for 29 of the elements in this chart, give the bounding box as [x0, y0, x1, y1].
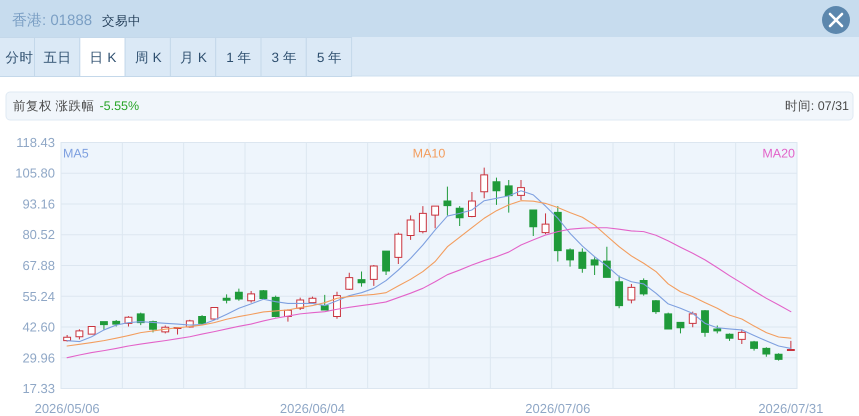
y-tick-label: 118.43 — [16, 135, 55, 150]
tab-label: 5 年 — [316, 50, 342, 65]
tab-label: 1 年 — [226, 50, 252, 65]
legend-item: MA5 — [63, 146, 89, 160]
tab-label: 五日 — [44, 50, 72, 65]
y-tick-label: 29.96 — [22, 350, 55, 366]
y-tick-label: 93.16 — [22, 196, 55, 212]
y-tick-label: 42.60 — [22, 320, 55, 334]
tab-label: 周 K — [134, 50, 162, 65]
y-tick-label: 105.80 — [15, 166, 55, 181]
title: 香港: 01888 — [12, 12, 92, 29]
y-tick-label: 80.52 — [22, 227, 55, 242]
x-tick-label: 2026/06/04 — [280, 401, 345, 416]
x-tick-label: 2026/07/31 — [758, 401, 824, 416]
tab-label: 分时 — [6, 50, 34, 65]
legend-item: MA20 — [762, 146, 795, 160]
x-tick-label: 2026/07/06 — [525, 401, 590, 416]
y-tick-label: 67.88 — [22, 258, 55, 273]
annotation: 前复权 涨跌幅 — [13, 99, 94, 113]
legend-item: MA10 — [412, 146, 446, 160]
tab-label: 月 K — [180, 50, 207, 65]
tab-label: 3 年 — [272, 50, 297, 65]
y-tick-label: 17.33 — [22, 381, 55, 396]
x-tick-label: 2026/05/06 — [34, 401, 100, 416]
y-tick-label: 55.24 — [22, 288, 55, 304]
annotation: 时间: 07/31 — [784, 99, 849, 113]
annotation: -5.55% — [99, 99, 140, 113]
subtitle: 交易中 — [102, 14, 142, 28]
tab-label: 日 K — [90, 50, 116, 65]
